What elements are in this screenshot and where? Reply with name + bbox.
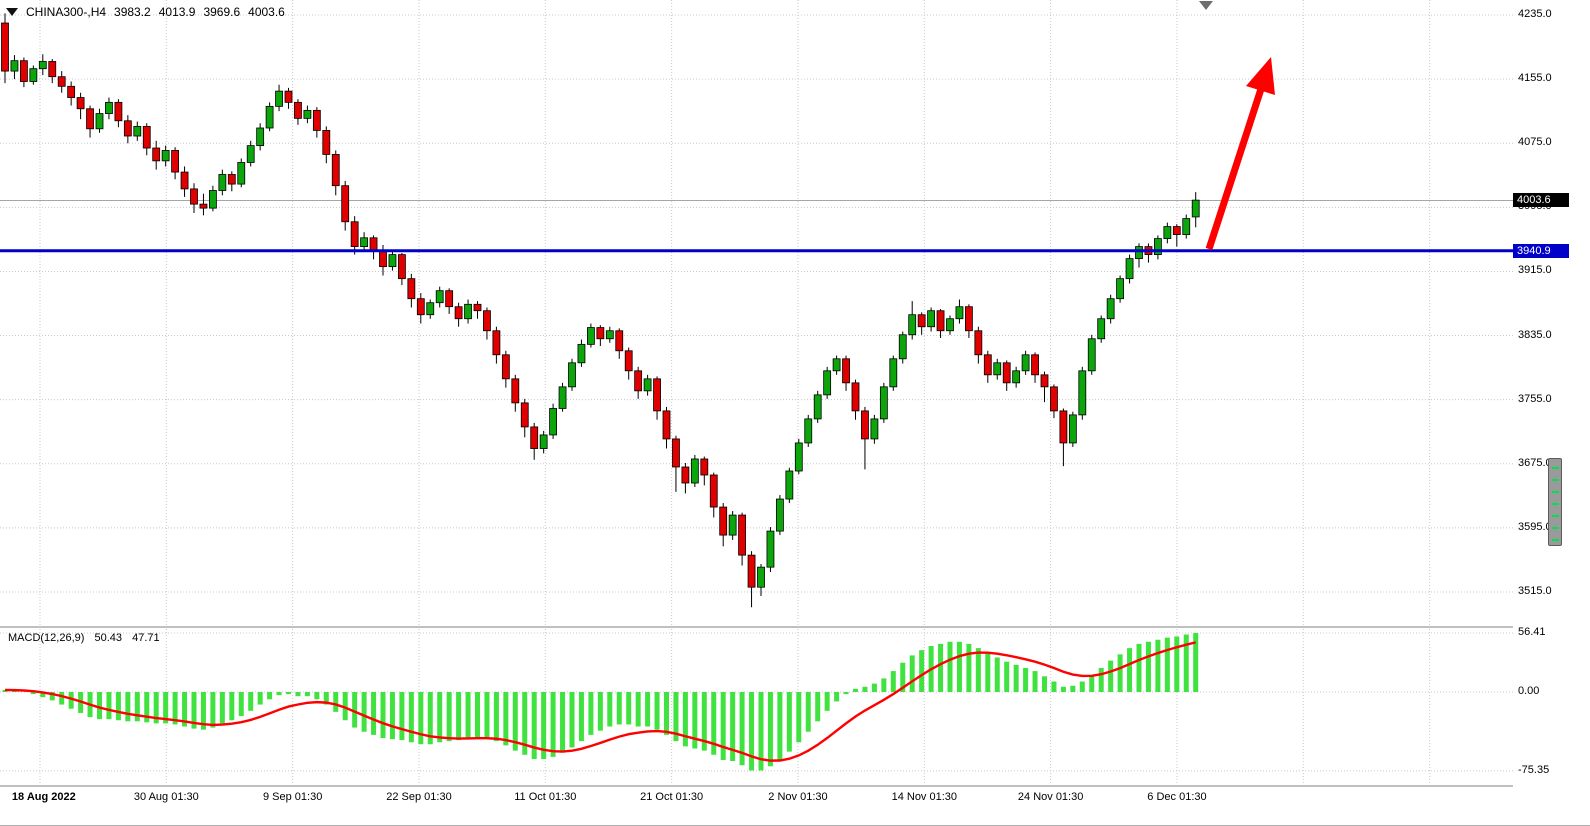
macd-value-signal: 47.71 [132,632,160,644]
price-axis-label: 3835.0 [1518,328,1552,341]
price-axis-label: 4235.0 [1518,8,1552,20]
price-axis-label: 3595.0 [1518,520,1552,533]
time-axis-label: 9 Sep 01:30 [262,791,323,803]
price-axis-label: 3515.0 [1518,585,1552,597]
time-axis[interactable]: 18 Aug 2022 30 Aug 01:30 9 Sep 01:30 22 Sep… [0,787,1513,812]
scrollbar-widget[interactable] [1548,458,1562,546]
scrollbar-tick [1552,515,1559,517]
scrollbar-tick [1552,527,1559,529]
bid-price-tag: 4003.6 [1513,193,1569,207]
trend-arrow-object[interactable] [1205,57,1275,251]
scrollbar-tick [1552,503,1559,505]
macd-value-main: 50.43 [94,632,123,644]
price-axis-label: 4075.0 [1518,136,1552,149]
price-axis-label: 3755.0 [1518,392,1552,405]
time-axis-label: 11 Oct 01:30 [514,791,577,803]
scrollbar-tick [1552,479,1559,481]
symbol-dropdown-icon[interactable] [6,8,18,16]
scrollbar-tick [1552,491,1559,493]
scrollbar-tick [1552,467,1559,469]
grid-lines [0,0,1513,785]
hline-price-tag: 3940.9 [1513,244,1569,258]
price-axis-label: 3915.0 [1518,264,1552,277]
macd-axis-label: -75.35 [1518,763,1550,776]
macd-name: MACD(12,26,9) [8,632,85,644]
time-axis-label: 6 Dec 01:30 [1147,791,1207,803]
candlestick-series [1,13,1200,608]
macd-histogram [2,632,1199,771]
macd-axis-label: 0.00 [1518,685,1540,697]
time-axis-label: 24 Nov 01:30 [1017,791,1084,803]
macd-axis-label: 56.41 [1518,625,1546,638]
time-axis-label: 2 Nov 01:30 [768,791,828,803]
time-axis-label: 18 Aug 2022 [11,791,76,803]
scrollbar-tick [1552,539,1559,541]
price-axis-label: 3675.0 [1518,456,1552,469]
chart-shift-marker-icon[interactable] [1199,1,1213,10]
price-axis[interactable]: 4003.6 3940.9 4235.04155.04075.03995.039… [1513,0,1590,812]
time-axis-label: 14 Nov 01:30 [891,791,958,803]
symbol-info-bar: CHINA300-,H4 3983.2 4013.9 3969.6 4003.6 [6,5,285,19]
time-axis-label: 21 Oct 01:30 [640,791,704,803]
ohlc-high: 4013.9 [158,5,196,19]
time-axis-label: 22 Sep 01:30 [386,791,452,803]
macd-indicator-label: MACD(12,26,9) 50.43 47.71 [8,632,160,644]
symbol-name: CHINA300-,H4 [26,5,107,19]
ohlc-close: 4003.6 [248,5,285,19]
ohlc-low: 3969.6 [203,5,241,19]
macd-signal-line [4,641,1196,762]
ohlc-open: 3983.2 [114,5,151,19]
time-axis-label: 30 Aug 01:30 [133,791,199,803]
price-axis-label: 4155.0 [1518,72,1552,85]
